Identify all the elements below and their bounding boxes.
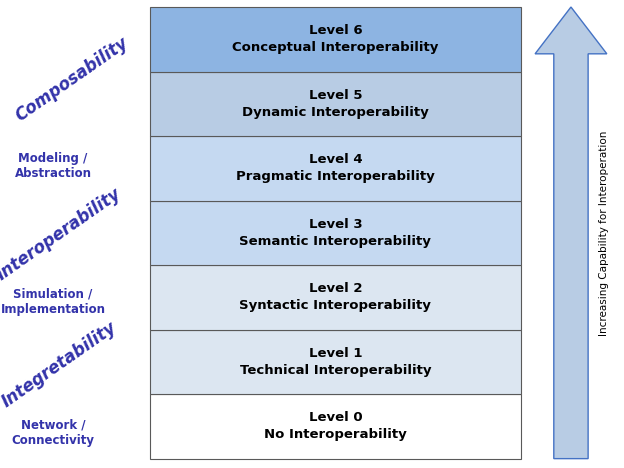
Text: Network /
Connectivity: Network / Connectivity <box>11 419 95 447</box>
Text: Level 1: Level 1 <box>309 347 362 360</box>
FancyArrow shape <box>535 7 607 459</box>
Bar <box>150 329 521 394</box>
Bar <box>150 72 521 136</box>
Text: Level 4: Level 4 <box>309 154 362 167</box>
Bar <box>150 201 521 265</box>
Text: Semantic Interoperability: Semantic Interoperability <box>240 235 431 248</box>
Text: Modeling /
Abstraction: Modeling / Abstraction <box>14 152 92 180</box>
Text: Interoperability: Interoperability <box>0 184 125 284</box>
Text: Dynamic Interoperability: Dynamic Interoperability <box>242 106 429 119</box>
Text: Increasing Capability for Interoperation: Increasing Capability for Interoperation <box>599 130 609 336</box>
Text: Conceptual Interoperability: Conceptual Interoperability <box>232 41 439 54</box>
Bar <box>150 394 521 459</box>
Text: Simulation /
Implementation: Simulation / Implementation <box>1 288 105 316</box>
Text: Level 3: Level 3 <box>309 218 362 231</box>
Text: Composability: Composability <box>12 34 132 125</box>
Text: Level 0: Level 0 <box>309 411 362 424</box>
Bar <box>150 7 521 72</box>
Text: Level 2: Level 2 <box>309 283 362 295</box>
Text: No Interoperability: No Interoperability <box>264 428 407 441</box>
Text: Integretability: Integretability <box>0 319 120 411</box>
Text: Level 6: Level 6 <box>309 24 362 37</box>
Text: Level 5: Level 5 <box>309 89 362 102</box>
Bar <box>150 265 521 329</box>
Text: Technical Interoperability: Technical Interoperability <box>240 364 431 377</box>
Bar <box>150 136 521 201</box>
Text: Pragmatic Interoperability: Pragmatic Interoperability <box>236 170 435 183</box>
Text: Syntactic Interoperability: Syntactic Interoperability <box>240 299 431 312</box>
